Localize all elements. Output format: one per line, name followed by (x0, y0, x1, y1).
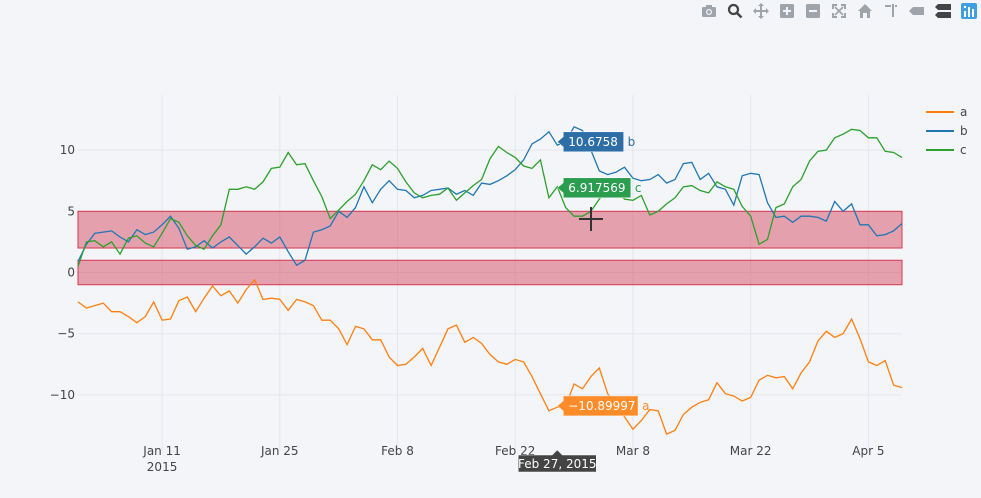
hover-closest-icon[interactable] (909, 3, 925, 19)
y-tick-label: 10 (60, 143, 75, 157)
y-tick-label: 5 (67, 204, 75, 218)
legend-label: b (960, 124, 968, 138)
pan-icon[interactable] (753, 3, 769, 19)
x-tick-label: Mar 8 (616, 444, 650, 458)
zoom-out-icon[interactable] (805, 3, 821, 19)
hover-label-a: −10.89997 a (556, 395, 649, 417)
hover-value: 6.917569 (568, 181, 625, 195)
legend[interactable]: abc (926, 105, 968, 157)
series-line-b (77, 125, 903, 267)
x-tick-label: Apr 5 (852, 444, 884, 458)
autoscale-icon[interactable] (831, 3, 847, 19)
zoom-in-icon[interactable] (779, 3, 795, 19)
camera-icon[interactable] (701, 3, 717, 19)
shaded-region-1 (77, 210, 903, 249)
x-tick-label: Feb 8 (381, 444, 414, 458)
hover-label-b: 10.6758 b (556, 131, 636, 153)
shaded-region-2 (77, 259, 903, 286)
hover-series-name: c (635, 181, 642, 195)
y-tick-label: 0 (67, 266, 75, 280)
zoom-icon[interactable] (727, 3, 743, 19)
x-hover-label: Feb 27, 2015 (518, 449, 597, 473)
shaded-regions (77, 210, 903, 286)
reset-axes-icon[interactable] (857, 3, 873, 19)
x-tick-label: Jan 25 (260, 444, 299, 458)
x-tick-label: Feb 22 (495, 444, 535, 458)
hover-series-name: b (628, 135, 636, 149)
hover-label-c: 6.917569 c (556, 177, 642, 199)
modebar (701, 2, 977, 20)
legend-label: c (960, 143, 967, 157)
axes: 10 5 0 −5 −10 Jan 11 2015 Jan 25 Feb 8 Feb 22 Mar … (50, 143, 885, 474)
series-line-a (77, 278, 903, 435)
hover-labels: 10.6758 b 6.917569 c −10.89997 a Feb 27, 2015 (518, 131, 649, 473)
x-hover-text: Feb 27, 2015 (518, 457, 597, 471)
x-tick-label: Mar 22 (730, 444, 772, 458)
x-tick-sublabel: 2015 (147, 460, 178, 474)
legend-label: a (960, 105, 967, 119)
y-tick-label: −5 (57, 327, 75, 341)
legend-item-b[interactable]: b (926, 124, 968, 138)
hover-value: 10.6758 (568, 135, 618, 149)
x-tick-label: Jan 11 (142, 444, 181, 458)
legend-item-c[interactable]: c (926, 143, 967, 157)
series-line-c (77, 128, 903, 267)
spike-lines-icon[interactable] (883, 3, 899, 19)
plotly-logo-icon[interactable] (961, 3, 977, 19)
hover-value: −10.89997 (568, 399, 635, 413)
crosshair-cursor (579, 207, 603, 231)
series-lines (77, 125, 903, 435)
hover-compare-icon[interactable] (935, 3, 951, 19)
legend-item-a[interactable]: a (926, 105, 967, 119)
hover-series-name: a (642, 399, 649, 413)
y-tick-label: −10 (50, 388, 75, 402)
